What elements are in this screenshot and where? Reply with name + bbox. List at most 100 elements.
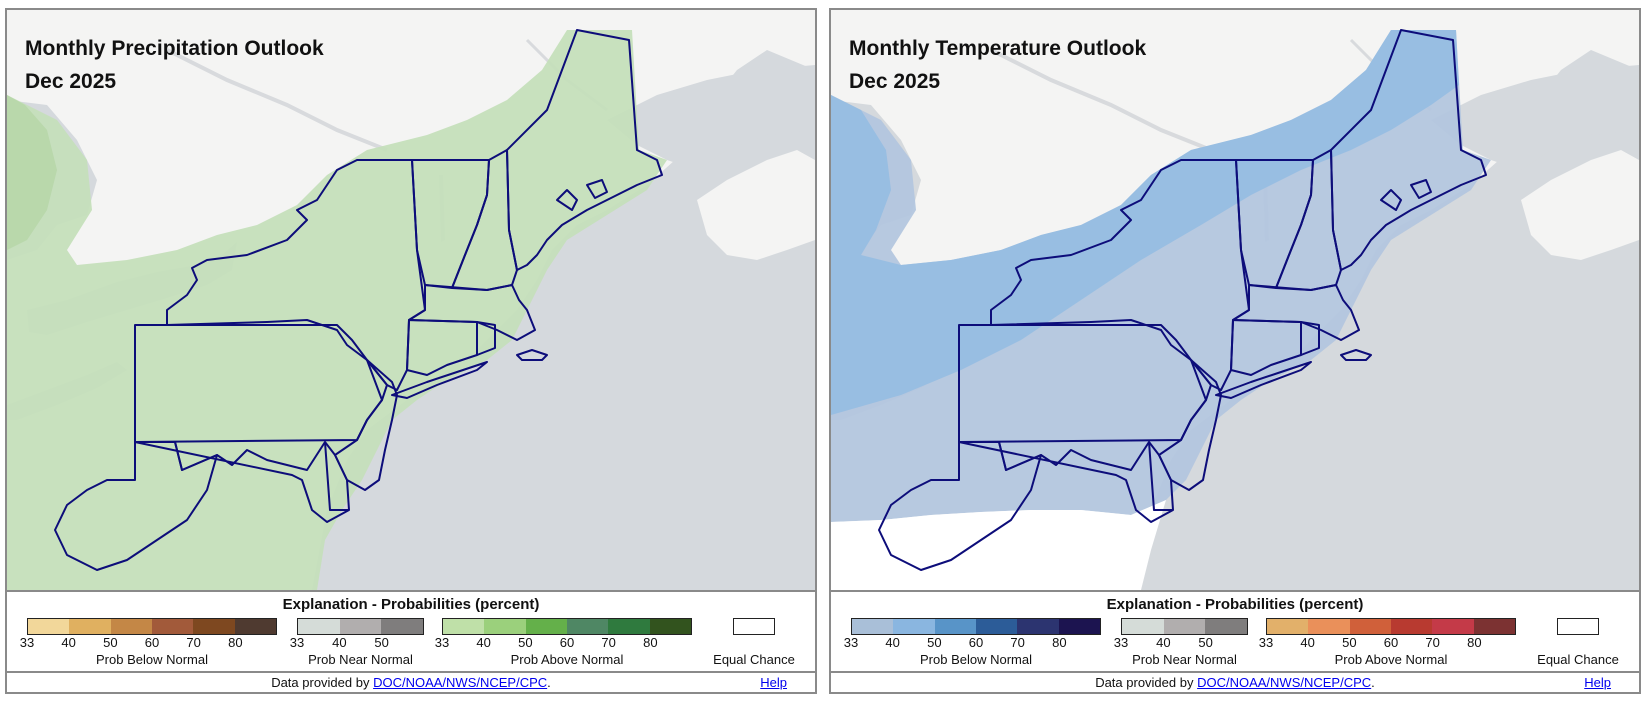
precipitation-panel: Monthly Precipitation Outlook Dec 2025 E…: [5, 8, 817, 694]
map-period: Dec 2025: [849, 70, 941, 93]
legend-swatch: [566, 619, 609, 634]
legend-tick: 70: [1425, 635, 1440, 650]
legend-swatch: [649, 619, 691, 634]
above-normal-scale: 33 40 50 60 70 80 Prob Above Normal: [435, 618, 692, 667]
above-normal-label: Prob Above Normal: [1334, 652, 1448, 667]
equal-chance-scale: Equal Chance: [695, 618, 813, 667]
legend-swatch: [339, 619, 382, 634]
temperature-map[interactable]: Monthly Temperature Outlook Dec 2025: [831, 10, 1639, 592]
legend-swatch: [1432, 619, 1474, 634]
legend-swatch: [151, 619, 194, 634]
legend-tick: 80: [643, 635, 658, 650]
footer: Data provided by DOC/NOAA/NWS/NCEP/CPC. …: [7, 671, 815, 692]
near-normal-bar: [1121, 618, 1248, 635]
cpc-link[interactable]: DOC/NOAA/NWS/NCEP/CPC: [373, 675, 548, 690]
legend-tick: 40: [332, 635, 347, 650]
temperature-panel: Monthly Temperature Outlook Dec 2025 Exp…: [829, 8, 1641, 694]
temperature-map-svg: [831, 10, 1639, 590]
above-normal-ticks: 33 40 50 60 70 80: [435, 635, 692, 651]
above-normal-label: Prob Above Normal: [510, 652, 624, 667]
legend-swatch: [934, 619, 976, 634]
legend-swatch: [893, 619, 935, 634]
legend-tick: 33: [1258, 635, 1274, 650]
legend-swatch: [1349, 619, 1391, 634]
credit-prefix: Data provided by: [1095, 675, 1198, 690]
legend-tick: 50: [927, 635, 942, 650]
legend-swatch: [1058, 619, 1100, 634]
legend-tick: 50: [103, 635, 118, 650]
near-normal-scale: 33 40 50 Prob Near Normal: [290, 618, 424, 667]
above-normal-bar: [1266, 618, 1516, 635]
equal-chance-label: Equal Chance: [1537, 652, 1619, 667]
credit-prefix: Data provided by: [271, 675, 374, 690]
legend-tick: 40: [1300, 635, 1315, 650]
precipitation-map[interactable]: Monthly Precipitation Outlook Dec 2025: [7, 10, 815, 592]
equal-chance-swatch: [1557, 618, 1599, 635]
below-normal-scale: 33 40 50 60 70 80 Prob Below Normal: [844, 618, 1101, 667]
legend-tick: 60: [1383, 635, 1399, 650]
near-normal-scale: 33 40 50 Prob Near Normal: [1114, 618, 1248, 667]
legend-tick: 50: [1342, 635, 1357, 650]
legend-swatch: [28, 619, 70, 634]
map-period: Dec 2025: [25, 70, 117, 93]
legend-tick: 33: [289, 635, 305, 650]
equal-chance-swatch: [733, 618, 775, 635]
below-normal-bar: [851, 618, 1101, 635]
legend-tick: 40: [885, 635, 900, 650]
legend-tick: 60: [968, 635, 984, 650]
legend-tick: 33: [434, 635, 450, 650]
data-credit: Data provided by DOC/NOAA/NWS/NCEP/CPC.: [831, 675, 1639, 690]
legend-swatch: [1122, 619, 1164, 634]
legend-title: Explanation - Probabilities (percent): [282, 596, 540, 613]
data-credit: Data provided by DOC/NOAA/NWS/NCEP/CPC.: [7, 675, 815, 690]
legend-tick: 60: [559, 635, 575, 650]
legend-swatch: [1205, 619, 1248, 634]
temperature-legend: Explanation - Probabilities (percent) 33…: [831, 592, 1639, 680]
legend-swatch: [1473, 619, 1515, 634]
below-normal-ticks: 33 40 50 60 70 80: [844, 635, 1101, 651]
cpc-link[interactable]: DOC/NOAA/NWS/NCEP/CPC: [1197, 675, 1372, 690]
legend-swatch: [1308, 619, 1350, 634]
legend-swatch: [1390, 619, 1433, 634]
legend-swatch: [608, 619, 650, 634]
legend-tick: 60: [144, 635, 160, 650]
precipitation-map-svg: [7, 10, 815, 590]
below-normal-40-region: [831, 30, 1459, 415]
legend-swatch: [1163, 619, 1206, 634]
precipitation-legend: Explanation - Probabilities (percent) 33…: [7, 592, 815, 680]
equal-chance-label: Equal Chance: [713, 652, 795, 667]
map-title: Monthly Precipitation Outlook: [25, 37, 324, 60]
legend-tick: 40: [476, 635, 491, 650]
legend-swatch: [975, 619, 1018, 634]
legend-swatch: [443, 619, 485, 634]
above-normal-region-west: [7, 95, 57, 250]
below-normal-scale: 33 40 50 60 70 80 Prob Below Normal: [20, 618, 277, 667]
below-normal-label: Prob Below Normal: [96, 652, 208, 667]
above-normal-bar: [442, 618, 692, 635]
legend-tick: 80: [228, 635, 243, 650]
legend-tick: 33: [1113, 635, 1129, 650]
legend-tick: 70: [186, 635, 201, 650]
legend-swatch: [525, 619, 567, 634]
near-normal-ticks: 33 40 50: [1114, 635, 1248, 651]
legend-swatch: [1017, 619, 1059, 634]
equal-chance-scale: Equal Chance: [1519, 618, 1637, 667]
legend-title: Explanation - Probabilities (percent): [1106, 596, 1364, 613]
legend-tick: 33: [843, 635, 859, 650]
below-normal-bar: [27, 618, 277, 635]
legend-tick: 40: [61, 635, 76, 650]
near-normal-label: Prob Near Normal: [308, 652, 413, 667]
legend-tick: 40: [1156, 635, 1171, 650]
legend-tick: 50: [1198, 635, 1213, 650]
legend-tick: 80: [1467, 635, 1482, 650]
above-normal-ticks: 33 40 50 60 70 80: [1259, 635, 1516, 651]
credit-suffix: .: [1371, 675, 1375, 690]
legend-swatch: [234, 619, 276, 634]
legend-swatch: [69, 619, 111, 634]
help-link[interactable]: Help: [760, 675, 787, 690]
legend-tick: 80: [1052, 635, 1067, 650]
legend-tick: 70: [1010, 635, 1025, 650]
legend-swatch: [110, 619, 152, 634]
legend-tick: 70: [601, 635, 616, 650]
help-link[interactable]: Help: [1584, 675, 1611, 690]
